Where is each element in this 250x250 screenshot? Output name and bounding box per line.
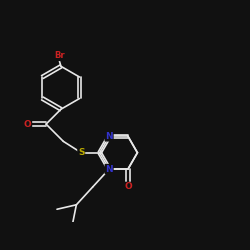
Text: O: O [124,182,132,192]
Text: N: N [105,132,113,141]
Text: O: O [24,120,32,128]
Text: Br: Br [54,52,65,60]
Text: S: S [78,148,84,157]
Text: N: N [105,164,113,173]
